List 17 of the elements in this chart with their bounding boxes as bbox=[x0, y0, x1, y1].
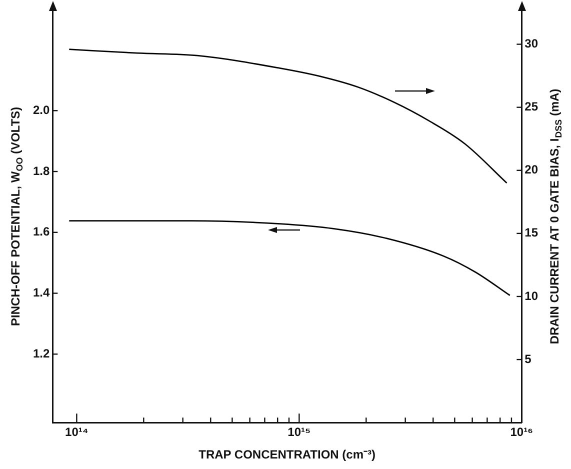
y2-tick-label: 25 bbox=[524, 100, 538, 114]
x-tick-label: 10¹⁴ bbox=[65, 425, 88, 440]
y2-tick-label: 5 bbox=[524, 352, 532, 366]
y2-tick-label: 20 bbox=[524, 162, 538, 177]
y-tick-label: 1.4 bbox=[32, 286, 50, 300]
x-axis-title: TRAP CONCENTRATION (cm⁻³) bbox=[198, 447, 376, 462]
y2-axis-title: DRAIN CURRENT AT 0 GATE BIAS, IDSS (mA) bbox=[547, 88, 564, 344]
y-tick-label: 1.8 bbox=[32, 164, 50, 178]
y-tick-label: 2.0 bbox=[32, 102, 50, 117]
y-axis-title: PINCH-OFF POTENTIAL, WOO (VOLTS) bbox=[8, 106, 25, 326]
x-tick-label: 10¹⁵ bbox=[288, 425, 311, 440]
y2-tick-label: 10 bbox=[524, 288, 538, 303]
y-tick-label: 1.2 bbox=[32, 346, 50, 360]
x-tick-label: 10¹⁶ bbox=[510, 425, 534, 440]
y2-tick-label: 15 bbox=[524, 226, 538, 240]
y-tick-label: 1.6 bbox=[32, 224, 50, 239]
y2-tick-label: 30 bbox=[524, 36, 538, 51]
